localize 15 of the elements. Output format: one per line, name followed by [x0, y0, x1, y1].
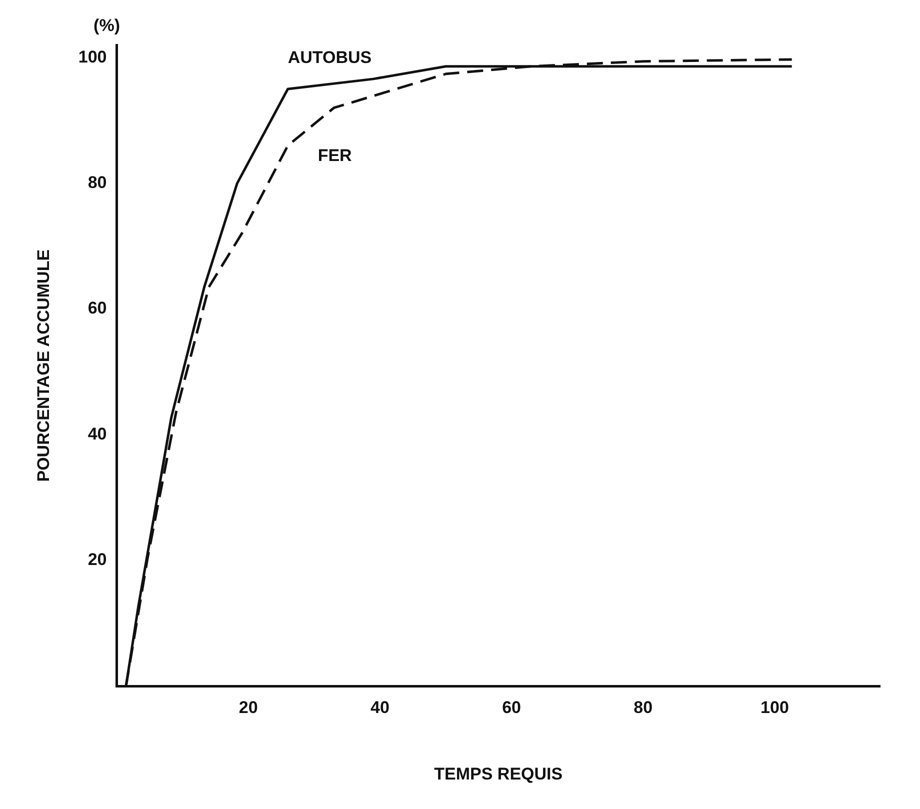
series-label: AUTOBUS — [288, 48, 372, 68]
y-tick-label: 40 — [88, 424, 107, 444]
x-tick-label: 80 — [634, 698, 653, 718]
y-tick-label: 60 — [88, 298, 107, 318]
x-tick-label: 40 — [370, 698, 390, 718]
x-axis-title: TEMPS REQUIS — [434, 764, 563, 784]
y-tick-label: 100 — [78, 47, 107, 66]
text: (%) — [94, 16, 120, 36]
series-label: FER — [318, 146, 352, 165]
y-tick-label: 80 — [88, 172, 107, 192]
y-tick-label: 20 — [88, 550, 107, 570]
x-tick-label: 60 — [502, 698, 521, 718]
x-tick-label: 100 — [760, 698, 789, 718]
y-axis-title: POURCENTAGE ACCUMULE — [34, 249, 53, 482]
x-tick-label: 20 — [238, 698, 258, 718]
